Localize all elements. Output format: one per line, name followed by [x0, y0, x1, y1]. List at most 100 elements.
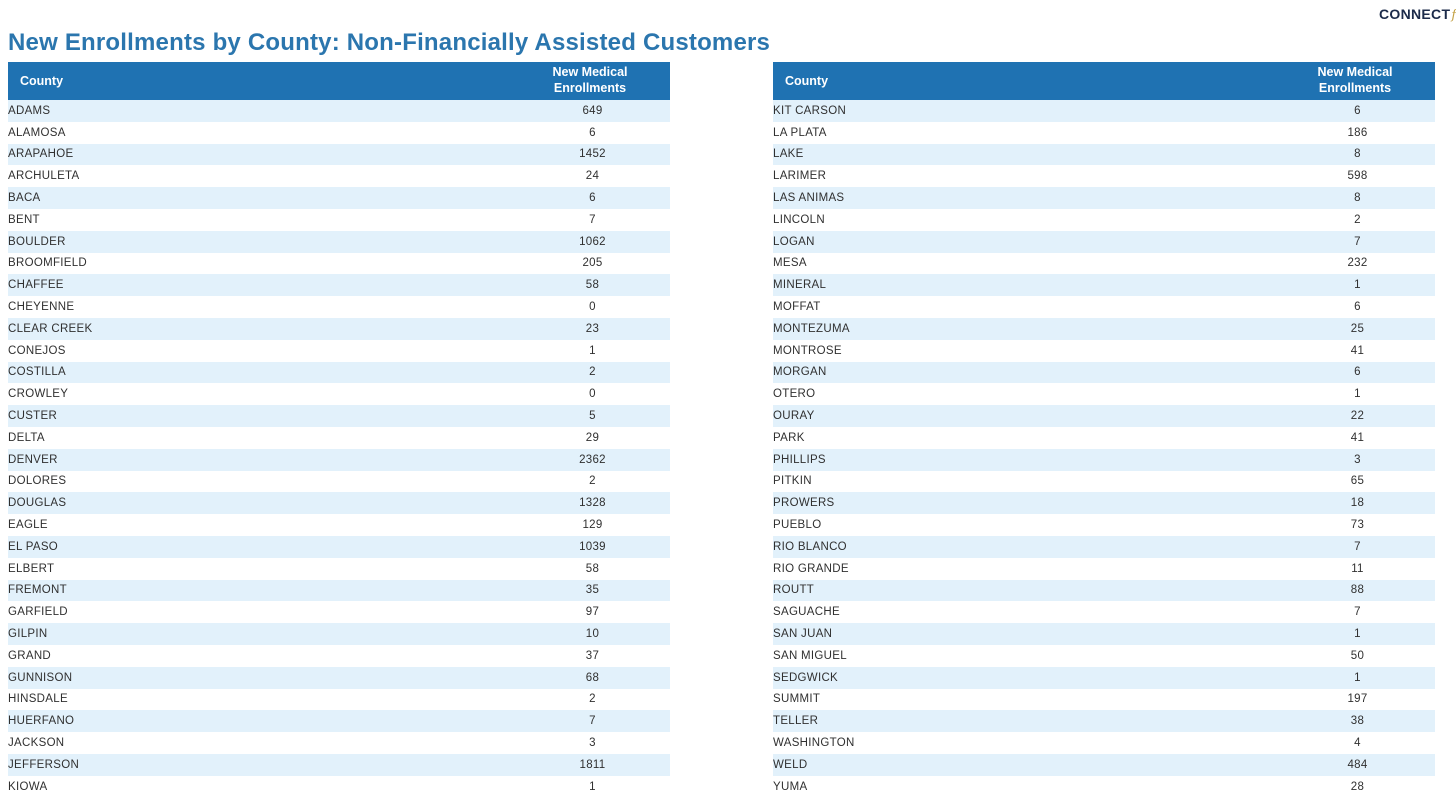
- logo-brand-text: CONNECT: [1379, 6, 1451, 22]
- enrollments-cell: 129: [515, 514, 670, 536]
- enrollments-cell: 97: [515, 601, 670, 624]
- table-row: JACKSON 3: [8, 732, 670, 754]
- enrollments-cell: 68: [515, 666, 670, 689]
- table-row: KIOWA 1: [8, 775, 670, 798]
- county-cell: FREMONT: [8, 579, 515, 602]
- enrollments-cell: 8: [1280, 143, 1435, 166]
- enrollments-cell: 1039: [515, 535, 670, 558]
- county-cell: MOFFAT: [773, 296, 1280, 318]
- county-cell: CROWLEY: [8, 383, 515, 406]
- enrollments-cell: 6: [515, 121, 670, 144]
- enrollments-cell: 649: [515, 100, 670, 122]
- table-row: HINSDALE 2: [8, 688, 670, 711]
- table-row: OTERO 1: [773, 383, 1435, 406]
- county-cell: DOLORES: [8, 470, 515, 493]
- county-cell: CHEYENNE: [8, 296, 515, 318]
- county-cell: SAN JUAN: [773, 623, 1280, 645]
- county-cell: MONTROSE: [773, 339, 1280, 362]
- enrollments-cell: 58: [515, 557, 670, 580]
- enrollments-cell: 37: [515, 644, 670, 667]
- enrollments-cell: 6: [1280, 100, 1435, 122]
- table-row: CLEAR CREEK 23: [8, 317, 670, 340]
- table-row: PARK 41: [773, 426, 1435, 449]
- county-cell: GUNNISON: [8, 666, 515, 689]
- enrollments-cell: 598: [1280, 165, 1435, 188]
- table-row: LA PLATA 186: [773, 121, 1435, 144]
- table-row: PUEBLO 73: [773, 514, 1435, 536]
- enrollments-column-header: New Medical Enrollments: [515, 62, 670, 100]
- county-cell: BENT: [8, 208, 515, 231]
- county-cell: BOULDER: [8, 230, 515, 253]
- enrollments-cell: 6: [1280, 361, 1435, 384]
- enrollments-cell: 186: [1280, 121, 1435, 144]
- county-cell: PUEBLO: [773, 514, 1280, 536]
- table-row: WASHINGTON 4: [773, 732, 1435, 754]
- enrollments-cell: 10: [515, 623, 670, 645]
- county-cell: MINERAL: [773, 274, 1280, 297]
- county-cell: SEDGWICK: [773, 666, 1280, 689]
- enrollments-cell: 8: [1280, 187, 1435, 209]
- county-cell: LAS ANIMAS: [773, 187, 1280, 209]
- county-cell: SUMMIT: [773, 688, 1280, 711]
- county-cell: BACA: [8, 187, 515, 209]
- county-cell: ADAMS: [8, 100, 515, 122]
- table-row: ROUTT 88: [773, 579, 1435, 602]
- county-cell: LAKE: [773, 143, 1280, 166]
- table-row: KIT CARSON 6: [773, 100, 1435, 122]
- county-cell: PHILLIPS: [773, 448, 1280, 471]
- enrollments-cell: 65: [1280, 470, 1435, 493]
- table-row: SAN MIGUEL 50: [773, 644, 1435, 667]
- table-row: ADAMS 649: [8, 100, 670, 122]
- enrollments-cell: 197: [1280, 688, 1435, 711]
- table-row: OURAY 22: [773, 405, 1435, 427]
- table-row: GRAND 37: [8, 644, 670, 667]
- county-cell: PARK: [773, 426, 1280, 449]
- county-cell: DELTA: [8, 426, 515, 449]
- enrollments-cell: 41: [1280, 339, 1435, 362]
- county-cell: PROWERS: [773, 492, 1280, 515]
- county-cell: TELLER: [773, 710, 1280, 733]
- county-table-left: County New Medical Enrollments ADAMS 649 A…: [8, 62, 670, 798]
- enrollments-cell: 28: [1280, 775, 1435, 798]
- county-cell: LOGAN: [773, 230, 1280, 253]
- enrollments-cell: 11: [1280, 557, 1435, 580]
- county-column-header: County: [8, 62, 515, 100]
- county-cell: GILPIN: [8, 623, 515, 645]
- county-cell: RIO BLANCO: [773, 535, 1280, 558]
- county-cell: WASHINGTON: [773, 732, 1280, 754]
- table-row: MESA 232: [773, 252, 1435, 275]
- enrollments-cell: 232: [1280, 252, 1435, 275]
- table-row: GILPIN 10: [8, 623, 670, 645]
- table-row: GUNNISON 68: [8, 666, 670, 689]
- enrollments-cell: 1: [1280, 274, 1435, 297]
- county-cell: HINSDALE: [8, 688, 515, 711]
- county-cell: MORGAN: [773, 361, 1280, 384]
- county-cell: BROOMFIELD: [8, 252, 515, 275]
- county-cell: LARIMER: [773, 165, 1280, 188]
- enrollments-cell: 205: [515, 252, 670, 275]
- table-row: SAGUACHE 7: [773, 601, 1435, 624]
- enrollments-cell: 41: [1280, 426, 1435, 449]
- enrollments-cell: 6: [1280, 296, 1435, 318]
- enrollments-cell: 1811: [515, 753, 670, 776]
- enrollments-column-header: New Medical Enrollments: [1280, 62, 1435, 100]
- county-cell: DOUGLAS: [8, 492, 515, 515]
- enrollments-cell: 24: [515, 165, 670, 188]
- table-row: LAS ANIMAS 8: [773, 187, 1435, 209]
- enrollments-cell: 1328: [515, 492, 670, 515]
- enrollments-cell: 1: [1280, 623, 1435, 645]
- county-cell: OURAY: [773, 405, 1280, 427]
- table-row: ALAMOSA 6: [8, 121, 670, 144]
- table-row: MONTROSE 41: [773, 339, 1435, 362]
- enrollments-cell: 1: [1280, 666, 1435, 689]
- enrollments-cell: 1062: [515, 230, 670, 253]
- enrollments-cell: 3: [1280, 448, 1435, 471]
- county-cell: JEFFERSON: [8, 753, 515, 776]
- enrollments-cell: 2: [1280, 208, 1435, 231]
- county-cell: SAN MIGUEL: [773, 644, 1280, 667]
- table-row: DOUGLAS 1328: [8, 492, 670, 515]
- enrollments-cell: 7: [1280, 601, 1435, 624]
- table-row: CUSTER 5: [8, 405, 670, 427]
- connect-logo: CONNECTforH: [1379, 6, 1456, 40]
- table-row: HUERFANO 7: [8, 710, 670, 733]
